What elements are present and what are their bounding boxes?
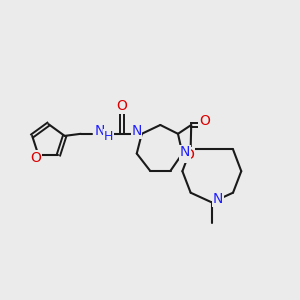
Text: O: O xyxy=(117,99,128,113)
Text: O: O xyxy=(183,148,194,162)
Text: O: O xyxy=(30,151,41,165)
Text: H: H xyxy=(103,130,113,143)
Text: N: N xyxy=(95,124,105,138)
Text: O: O xyxy=(199,114,210,128)
Text: N: N xyxy=(131,124,142,138)
Text: N: N xyxy=(212,193,223,206)
Text: N: N xyxy=(180,146,190,159)
